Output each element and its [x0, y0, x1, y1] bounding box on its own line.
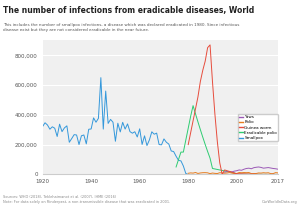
Text: The number of infections from eradicable diseases, World: The number of infections from eradicable…: [3, 6, 254, 15]
Text: OurWorldInData.org: OurWorldInData.org: [261, 199, 297, 204]
Text: Sources: WHO (2018), Teklehaimanot et al. (2007), IHME (2016)
Note: For data sol: Sources: WHO (2018), Teklehaimanot et al…: [3, 195, 170, 204]
Text: This includes the number of smallpox infections, a disease which was declared er: This includes the number of smallpox inf…: [3, 23, 239, 32]
Legend: Yaws, Polio, Guinea worm, Eradicable polio, Smallpox: Yaws, Polio, Guinea worm, Eradicable pol…: [238, 114, 278, 141]
